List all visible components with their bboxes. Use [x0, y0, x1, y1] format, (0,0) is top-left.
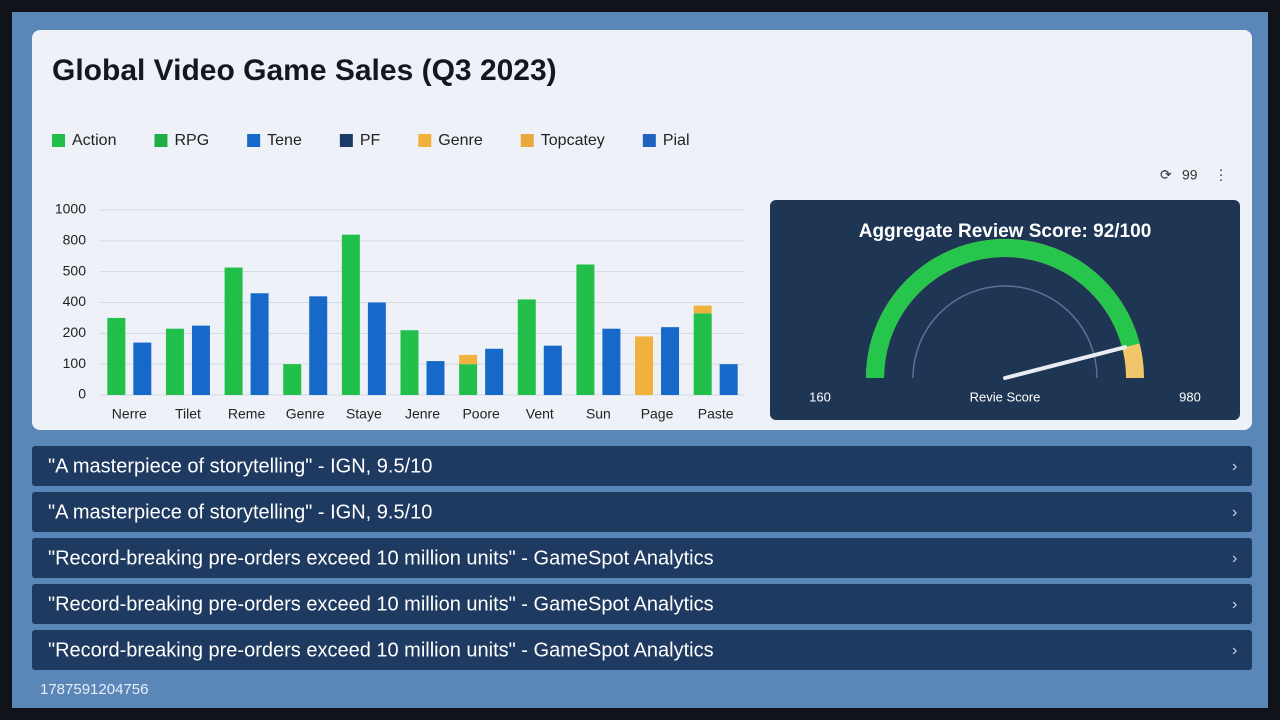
footer-id: 1787591204756 — [40, 681, 148, 698]
bar — [133, 342, 152, 395]
bar — [459, 354, 478, 365]
row-chevron: › — [1232, 642, 1237, 659]
legend-swatch — [339, 134, 353, 147]
bar — [719, 364, 738, 395]
toolbar-icon[interactable]: ⟳ — [1160, 167, 1172, 183]
bar — [426, 361, 445, 395]
bar — [602, 328, 621, 395]
review-text: "Record-breaking pre-orders exceed 10 mi… — [48, 593, 714, 615]
x-tick-label: Reme — [228, 406, 266, 422]
legend-swatch — [418, 134, 432, 147]
legend-label: Tene — [267, 132, 302, 149]
bar — [543, 345, 562, 395]
bar — [635, 336, 654, 395]
bar — [459, 364, 478, 395]
row-chevron: › — [1232, 504, 1237, 521]
x-tick-label: Jenre — [405, 406, 440, 422]
review-row[interactable] — [32, 446, 1252, 486]
y-tick-label: 500 — [63, 262, 87, 278]
y-tick-label: 100 — [63, 355, 87, 371]
bar — [341, 234, 360, 395]
chart-title: Global Video Game Sales (Q3 2023) — [52, 54, 557, 87]
review-text: "A masterpiece of storytelling" - IGN, 9… — [48, 455, 432, 477]
review-text: "A masterpiece of storytelling" - IGN, 9… — [48, 501, 432, 523]
gauge-needle — [1003, 345, 1128, 380]
bar — [400, 330, 419, 395]
bar — [661, 327, 680, 395]
legend-swatch — [642, 134, 656, 147]
review-row[interactable] — [32, 538, 1252, 578]
row-chevron: › — [1232, 458, 1237, 475]
x-tick-label: Vent — [526, 406, 554, 422]
legend-swatch — [247, 134, 261, 147]
toolbar-count[interactable]: 99 — [1182, 167, 1198, 183]
y-tick-label: 400 — [63, 293, 87, 309]
legend-swatch — [520, 134, 534, 147]
x-tick-label: Tilet — [175, 406, 201, 422]
review-text: "Record-breaking pre-orders exceed 10 mi… — [48, 639, 714, 661]
bar — [309, 296, 328, 395]
legend-label: Genre — [438, 132, 483, 149]
toolbar-menu[interactable]: ⋮ — [1214, 167, 1228, 183]
gauge-fill — [866, 239, 1140, 379]
bar — [224, 267, 243, 395]
x-tick-label: Page — [641, 406, 674, 422]
gauge-panel — [770, 200, 1240, 420]
review-row[interactable] — [32, 584, 1252, 624]
legend-swatch — [154, 134, 168, 147]
gauge-min-label: 160 — [809, 389, 831, 404]
x-tick-label: Staye — [346, 406, 382, 422]
bar — [693, 313, 712, 395]
legend-label: RPG — [174, 132, 209, 149]
x-tick-label: Nerre — [112, 406, 147, 422]
y-tick-label: 800 — [63, 232, 87, 248]
legend-label: Action — [72, 132, 116, 149]
gauge-max-label: 980 — [1179, 389, 1201, 404]
legend-swatch — [52, 134, 65, 147]
gauge-inner — [912, 285, 1098, 379]
gauge-title: Aggregate Review Score: 92/100 — [859, 221, 1152, 242]
y-tick-label: 0 — [78, 386, 86, 402]
x-tick-label: Poore — [462, 406, 500, 422]
y-tick-label: 200 — [63, 324, 87, 340]
bar — [485, 348, 504, 395]
review-text: "Record-breaking pre-orders exceed 10 mi… — [48, 547, 714, 569]
legend-label: Pial — [663, 132, 690, 149]
legend-label: PF — [360, 132, 381, 149]
row-chevron: › — [1232, 550, 1237, 567]
bar — [367, 302, 386, 395]
x-tick-label: Genre — [286, 406, 325, 422]
bar — [165, 328, 184, 395]
bar — [693, 305, 712, 314]
review-row[interactable] — [32, 492, 1252, 532]
bar — [107, 317, 126, 395]
bar — [283, 364, 302, 395]
bar — [191, 325, 210, 395]
legend-label: Topcatey — [541, 132, 605, 149]
review-row[interactable] — [32, 630, 1252, 670]
gauge-center-label: Revie Score — [970, 389, 1041, 404]
bar — [576, 264, 595, 395]
bar — [250, 293, 269, 395]
x-tick-label: Sun — [586, 406, 611, 422]
x-tick-label: Paste — [698, 406, 734, 422]
row-chevron: › — [1232, 596, 1237, 613]
bar — [517, 299, 536, 395]
y-tick-label: 1000 — [55, 201, 86, 217]
